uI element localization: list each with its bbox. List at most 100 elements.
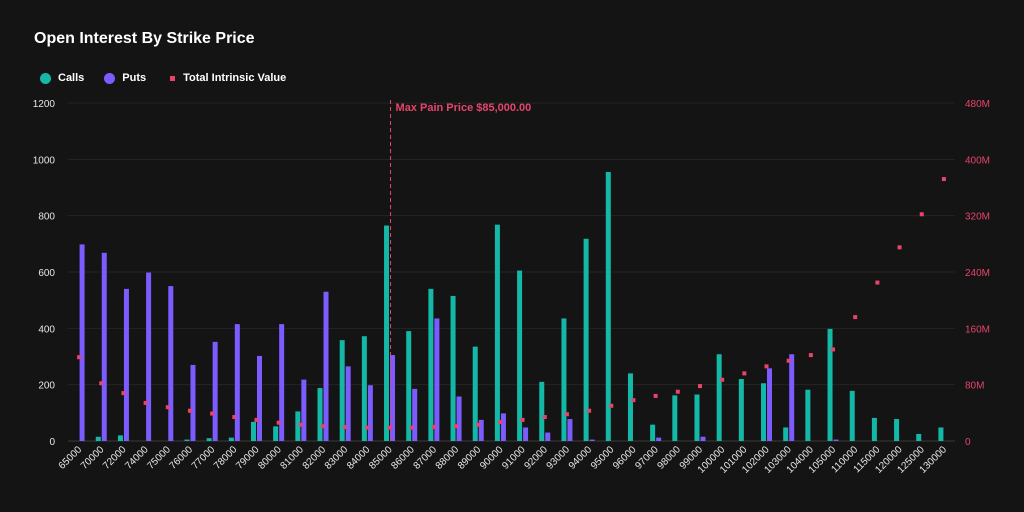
calls-bar [384, 225, 390, 441]
intrinsic-value-point [764, 364, 769, 369]
puts-bar [256, 355, 262, 441]
intrinsic-value-point [431, 424, 436, 429]
x-axis-tick: 80000 [256, 444, 284, 472]
left-axis-tick: 1200 [33, 99, 56, 110]
intrinsic-value-point [631, 398, 636, 403]
calls-bar [406, 331, 412, 441]
intrinsic-value-point [77, 355, 82, 360]
intrinsic-value-point [498, 419, 503, 424]
intrinsic-value-point [609, 403, 614, 408]
calls-bar [539, 381, 545, 441]
legend-label-intrinsic: Total Intrinsic Value [183, 72, 287, 84]
x-axis-tick: 84000 [345, 444, 373, 472]
intrinsic-value-point [742, 371, 747, 376]
calls-bar [494, 224, 500, 441]
intrinsic-value-point [210, 411, 215, 416]
calls-bar [472, 346, 478, 441]
x-axis-tick: 85000 [367, 444, 395, 472]
intrinsic-value-point [387, 425, 392, 430]
x-axis-tick: 74000 [123, 444, 151, 472]
intrinsic-value-point [298, 422, 303, 427]
calls-bar [228, 437, 234, 441]
puts-bar [500, 413, 506, 441]
calls-bar [517, 270, 523, 441]
intrinsic-value-point [786, 358, 791, 363]
x-axis-tick: 83000 [323, 444, 351, 472]
intrinsic-value-point [343, 424, 348, 429]
x-axis-tick: 96000 [611, 444, 639, 472]
legend-item-puts[interactable]: Puts [104, 72, 146, 84]
x-axis-tick: 79000 [234, 444, 262, 472]
calls-bar [428, 288, 434, 441]
intrinsic-value-point [875, 280, 880, 285]
intrinsic-value-point [897, 245, 902, 250]
legend-item-calls[interactable]: Calls [40, 72, 84, 84]
right-axis-tick: 80M [965, 381, 984, 392]
left-axis-tick: 1000 [33, 155, 56, 166]
x-axis-tick: 76000 [168, 444, 196, 472]
calls-bar [650, 424, 656, 441]
intrinsic-value-point [542, 415, 547, 420]
x-axis-tick: 70000 [79, 444, 107, 472]
calls-bar [761, 383, 767, 441]
puts-bar [301, 379, 307, 441]
calls-bar [605, 172, 611, 441]
intrinsic-value-point [564, 412, 569, 417]
right-axis-tick: 400M [965, 155, 990, 166]
puts-bar [789, 354, 795, 441]
left-axis-tick: 400 [38, 324, 55, 335]
calls-bar [627, 373, 633, 441]
intrinsic-value-point [321, 424, 326, 429]
x-axis-tick: 91000 [500, 444, 528, 472]
left-axis-tick: 200 [38, 381, 55, 392]
x-axis-tick: 81000 [279, 444, 307, 472]
intrinsic-value-point [165, 405, 170, 410]
x-axis-tick: 75000 [145, 444, 173, 472]
intrinsic-value-point [476, 422, 481, 427]
calls-bar [583, 238, 589, 441]
right-axis-tick: 480M [965, 99, 990, 110]
intrinsic-value-point [675, 389, 680, 394]
puts-bar [434, 318, 440, 441]
intrinsic-value-point [276, 420, 281, 425]
puts-legend-marker [104, 72, 116, 84]
intrinsic-value-point [808, 353, 813, 358]
right-axis-tick: 160M [965, 324, 990, 335]
chart-title: Open Interest By Strike Price [34, 30, 255, 47]
calls-bar [295, 411, 301, 441]
left-axis-tick: 0 [49, 437, 55, 448]
x-axis-tick: 93000 [545, 444, 573, 472]
calls-bar [805, 389, 811, 441]
intrinsic-value-point [365, 425, 370, 430]
calls-bar [694, 394, 700, 441]
puts-bar [168, 286, 174, 441]
left-axis-tick: 800 [38, 212, 55, 223]
puts-bar [700, 436, 706, 441]
intrinsic-value-point [121, 391, 126, 396]
intrinsic-value-point [143, 400, 148, 405]
puts-bar [79, 244, 85, 441]
puts-bar [101, 252, 107, 441]
puts-bar [345, 366, 351, 441]
legend-item-intrinsic[interactable]: Total Intrinsic Value [166, 72, 286, 84]
left-axis-tick: 600 [38, 268, 55, 279]
puts-bar [567, 419, 573, 441]
x-axis-tick: 77000 [190, 444, 218, 472]
puts-bar [412, 388, 418, 441]
x-axis-tick: 72000 [101, 444, 129, 472]
x-axis-tick: 98000 [655, 444, 683, 472]
puts-bar [767, 368, 773, 441]
calls-bar [184, 439, 190, 441]
intrinsic-value-point [454, 424, 459, 429]
calls-legend-marker [40, 72, 51, 84]
x-axis-tick: 82000 [301, 444, 329, 472]
calls-bar [894, 419, 900, 441]
puts-bar [833, 439, 839, 441]
calls-bar [317, 388, 323, 441]
x-axis-tick: 97000 [633, 444, 661, 472]
calls-bar [95, 436, 101, 441]
puts-bar [190, 364, 196, 441]
intrinsic-value-point [853, 315, 858, 320]
puts-bar [390, 355, 396, 441]
